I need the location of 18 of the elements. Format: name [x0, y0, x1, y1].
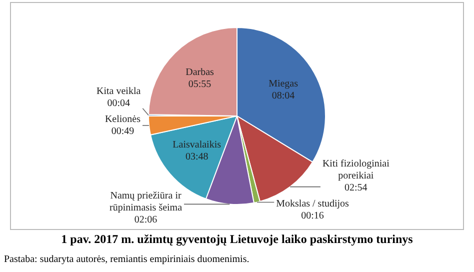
slice-label: Laisvalaikis: [172, 139, 222, 150]
data-label: 05:55: [188, 78, 212, 90]
slice-label: Kita veikla: [96, 86, 142, 98]
data-label: 02:54: [344, 182, 368, 194]
slice-label: Miegas: [268, 78, 298, 90]
data-label: 08:04: [272, 90, 295, 102]
data-label: 00:16: [301, 210, 324, 222]
text: Pastaba: sudaryta autorės, remiantis empiriniais duomenimis.: [4, 254, 250, 265]
data-label: 00:04: [107, 98, 130, 110]
data-label: 03:48: [185, 151, 208, 162]
text: 1 pav. 2017 m. užimtų gyventojų Lietuvoje laiko paskirstymo turinys: [60, 232, 414, 247]
data-label: 00:49: [111, 126, 134, 138]
slice-label: Namų priežiūra ir rūpinimasis šeima: [110, 190, 183, 214]
slice-label: Mokslas / studijos: [276, 198, 350, 210]
data-label: 02:06: [134, 214, 158, 226]
slice-label: Kelionės: [104, 114, 141, 126]
slice-label: Kiti fiziologiniai poreikiai: [322, 158, 390, 182]
slice-label: Darbas: [186, 66, 214, 78]
